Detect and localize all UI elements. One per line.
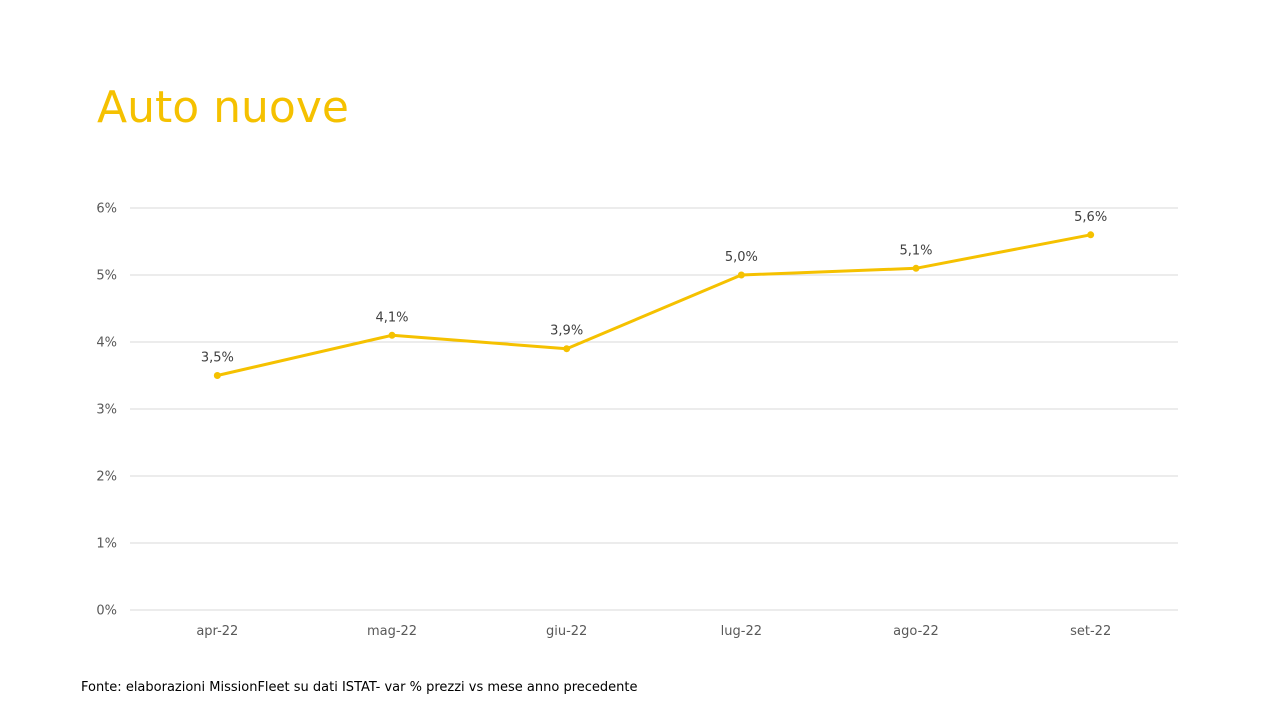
data-point — [563, 345, 571, 353]
x-tick-label: set-22 — [1070, 624, 1111, 639]
series-line — [215, 233, 1093, 377]
x-tick-label: ago-22 — [893, 624, 939, 639]
y-tick-label: 2% — [96, 470, 117, 485]
y-tick-label: 1% — [96, 537, 117, 552]
slide-title: Auto nuove — [97, 82, 349, 133]
source-note: Fonte: elaborazioni MissionFleet su dati… — [81, 680, 638, 695]
series-markers — [213, 231, 1095, 379]
y-tick-label: 0% — [96, 604, 117, 619]
data-label: 5,0% — [725, 250, 758, 265]
y-tick-label: 5% — [96, 269, 117, 284]
x-tick-label: apr-22 — [196, 624, 238, 639]
data-point — [213, 372, 221, 379]
x-tick-label: giu-22 — [546, 624, 587, 639]
data-label: 3,9% — [550, 324, 583, 339]
data-labels: 3,5% 4,1% 3,9% 5,0% 5,1% 5,6% — [201, 210, 1107, 366]
data-point — [1087, 231, 1095, 239]
y-axis-tick-labels: 0% 1% 2% 3% 4% 5% 6% — [96, 202, 117, 619]
y-tick-label: 3% — [96, 403, 117, 418]
data-point — [737, 271, 745, 279]
x-tick-label: lug-22 — [721, 624, 762, 639]
data-label: 5,6% — [1074, 210, 1107, 225]
series-line-group — [215, 233, 1093, 377]
data-label: 3,5% — [201, 351, 234, 366]
x-axis-tick-labels: apr-22 mag-22 giu-22 lug-22 ago-22 set-22 — [196, 624, 1111, 639]
data-label: 4,1% — [375, 310, 408, 325]
gridlines — [130, 207, 1178, 611]
x-tick-label: mag-22 — [367, 624, 417, 639]
y-tick-label: 4% — [96, 336, 117, 351]
data-point — [388, 331, 396, 339]
y-tick-label: 6% — [96, 202, 117, 217]
data-label: 5,1% — [899, 243, 932, 258]
data-point — [912, 264, 920, 272]
